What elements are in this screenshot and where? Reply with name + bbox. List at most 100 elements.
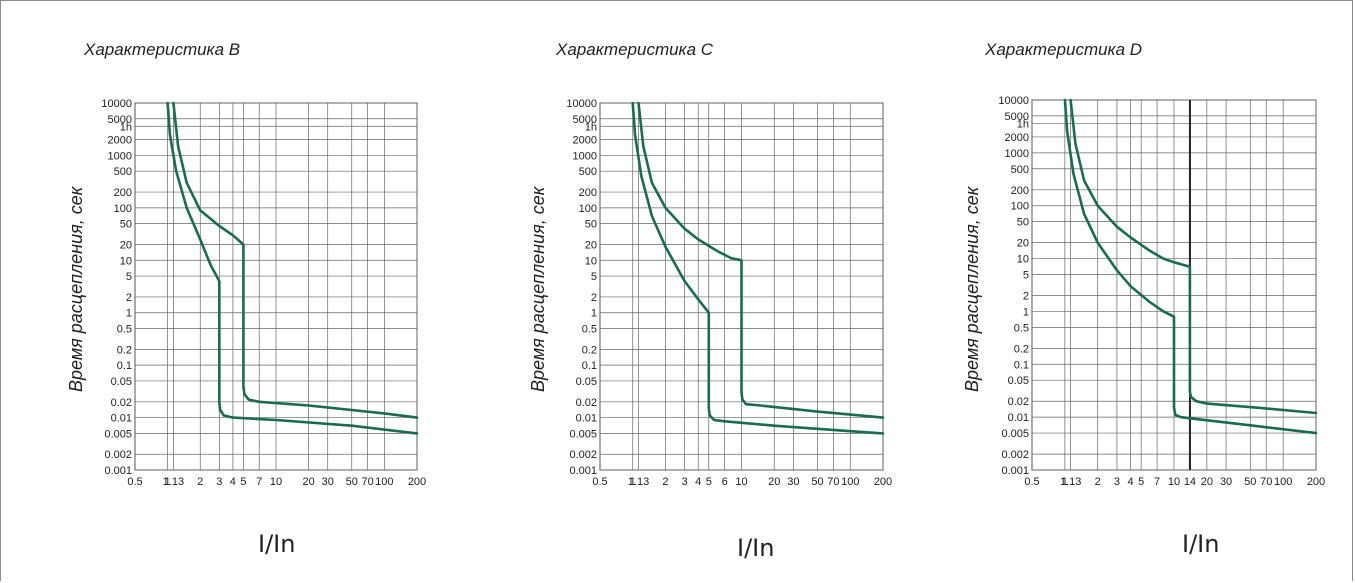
x-axis-title: I/In xyxy=(258,530,296,558)
y-tick-label: 0.05 xyxy=(576,376,597,388)
y-tick-label: 200 xyxy=(1011,185,1029,197)
x-tick-label: 1.13 xyxy=(628,476,649,488)
x-tick-label: 30 xyxy=(787,476,799,488)
x-tick-label: 30 xyxy=(322,476,334,488)
x-tick-label: 4 xyxy=(695,476,701,488)
chart-title: Характеристика B xyxy=(84,40,241,59)
y-tick-label: 0.02 xyxy=(576,397,597,409)
y-tick-label: 1000 xyxy=(108,150,132,162)
x-tick-label: 50 xyxy=(1244,476,1256,488)
y-tick-label: 0.01 xyxy=(111,413,132,425)
x-tick-label: 10 xyxy=(1168,476,1180,488)
y-tick-label: 10 xyxy=(1017,254,1029,266)
x-tick-label: 10 xyxy=(735,476,747,488)
y-tick-label: 0.2 xyxy=(1014,343,1029,355)
x-tick-label: 30 xyxy=(1220,476,1232,488)
chart-svg: 0.5 11.13 2 3 4 5 7 10 14 20 30 50 70 100 200100005000… xyxy=(998,95,1325,488)
y-tick-label: 500 xyxy=(1011,164,1029,176)
y-tick-label: 2 xyxy=(126,292,132,304)
upper-boundary-curve xyxy=(1069,98,1318,415)
y-tick-label: 0.05 xyxy=(111,376,132,388)
chart-svg: 0.5 11.13 2 3 4 5 7 10 20 30 50 70 100 2001000050001h… xyxy=(101,98,426,488)
y-tick-label: 0.5 xyxy=(582,323,597,335)
y-tick-label: 10000 xyxy=(998,95,1029,107)
x-tick-label: 3 xyxy=(1114,476,1120,488)
x-tick-label: 5 xyxy=(1138,476,1144,488)
y-tick-label: 1 xyxy=(591,308,597,320)
y-tick-label: 500 xyxy=(579,166,597,178)
upper-boundary-curve xyxy=(172,101,419,419)
x-tick-label: 3 xyxy=(682,476,688,488)
y-tick-label: 2 xyxy=(591,292,597,304)
x-tick-label: 50 xyxy=(346,476,358,488)
y-tick-label: 10 xyxy=(585,255,597,267)
y-tick-label: 2000 xyxy=(1005,132,1029,144)
y-tick-label: 5 xyxy=(126,271,132,283)
y-tick-label: 1 xyxy=(1023,306,1029,318)
y-tick-label: 0.002 xyxy=(104,449,132,461)
y-tick-label: 1h xyxy=(120,121,132,133)
y-tick-label: 0.001 xyxy=(1001,465,1029,477)
y-tick-label: 0.005 xyxy=(569,428,597,440)
y-tick-label: 500 xyxy=(114,166,132,178)
chart-svg: 0.5 11.13 2 3 4 5 6 10 20 30 50 70 100 2001000050001h… xyxy=(566,98,892,488)
y-tick-label: 0.02 xyxy=(111,397,132,409)
y-tick-label: 0.002 xyxy=(1001,449,1029,461)
x-tick-label: 7 xyxy=(1154,476,1160,488)
y-tick-label: 200 xyxy=(579,187,597,199)
x-axis-title: I/In xyxy=(737,534,775,562)
y-tick-label: 2 xyxy=(1023,291,1029,303)
x-tick-label: 1.13 xyxy=(1060,476,1081,488)
y-tick-label: 10000 xyxy=(566,98,597,110)
y-tick-label: 0.005 xyxy=(104,428,132,440)
x-tick-label: 5 xyxy=(706,476,712,488)
x-tick-label: 200 xyxy=(1307,476,1325,488)
y-tick-label: 0.1 xyxy=(1014,359,1029,371)
y-tick-label: 5 xyxy=(591,271,597,283)
chart-title: Характеристика D xyxy=(985,40,1143,59)
y-tick-label: 100 xyxy=(579,203,597,215)
x-tick-label: 6 xyxy=(722,476,728,488)
y-tick-label: 0.1 xyxy=(582,360,597,372)
x-tick-label: 100 xyxy=(375,476,393,488)
y-tick-label: 100 xyxy=(114,203,132,215)
x-tick-label: 10 xyxy=(270,476,282,488)
x-tick-label: 4 xyxy=(230,476,236,488)
y-tick-label: 50 xyxy=(120,219,132,231)
x-tick-label: 3 xyxy=(216,476,222,488)
y-tick-label: 0.5 xyxy=(1014,322,1029,334)
x-tick-label: 70 xyxy=(827,476,839,488)
x-tick-label: 2 xyxy=(197,476,203,488)
y-tick-label: 50 xyxy=(1017,217,1029,229)
y-tick-label: 0.2 xyxy=(117,344,132,356)
y-tick-label: 5000 xyxy=(108,114,132,126)
x-tick-label: 100 xyxy=(1274,476,1292,488)
y-tick-label: 5000 xyxy=(1005,111,1029,123)
y-tick-label: 10000 xyxy=(101,98,132,110)
y-tick-label: 100 xyxy=(1011,201,1029,213)
chart-title: Характеристика C xyxy=(556,40,714,59)
x-tick-label: 4 xyxy=(1128,476,1134,488)
x-tick-label: 20 xyxy=(768,476,780,488)
x-tick-label: 14 xyxy=(1184,476,1196,488)
x-tick-label: 2 xyxy=(662,476,668,488)
y-tick-label: 10 xyxy=(120,255,132,267)
x-tick-label: 0.5 xyxy=(592,476,607,488)
y-tick-label: 0.02 xyxy=(1008,396,1029,408)
x-tick-label: 20 xyxy=(1201,476,1213,488)
y-tick-label: 20 xyxy=(1017,238,1029,250)
y-tick-label: 50 xyxy=(585,219,597,231)
y-tick-label: 5 xyxy=(1023,269,1029,281)
x-tick-label: 0.5 xyxy=(127,476,142,488)
y-tick-label: 0.05 xyxy=(1008,375,1029,387)
lower-boundary-curve xyxy=(631,101,885,435)
y-tick-label: 200 xyxy=(114,187,132,199)
y-tick-label: 2000 xyxy=(573,135,597,147)
y-tick-label: 1000 xyxy=(573,150,597,162)
x-tick-label: 100 xyxy=(841,476,859,488)
x-tick-label: 70 xyxy=(1260,476,1272,488)
lower-boundary-curve xyxy=(166,101,419,435)
y-tick-label: 1h xyxy=(585,121,597,133)
y-tick-label: 0.001 xyxy=(104,465,132,477)
y-tick-label: 20 xyxy=(120,240,132,252)
